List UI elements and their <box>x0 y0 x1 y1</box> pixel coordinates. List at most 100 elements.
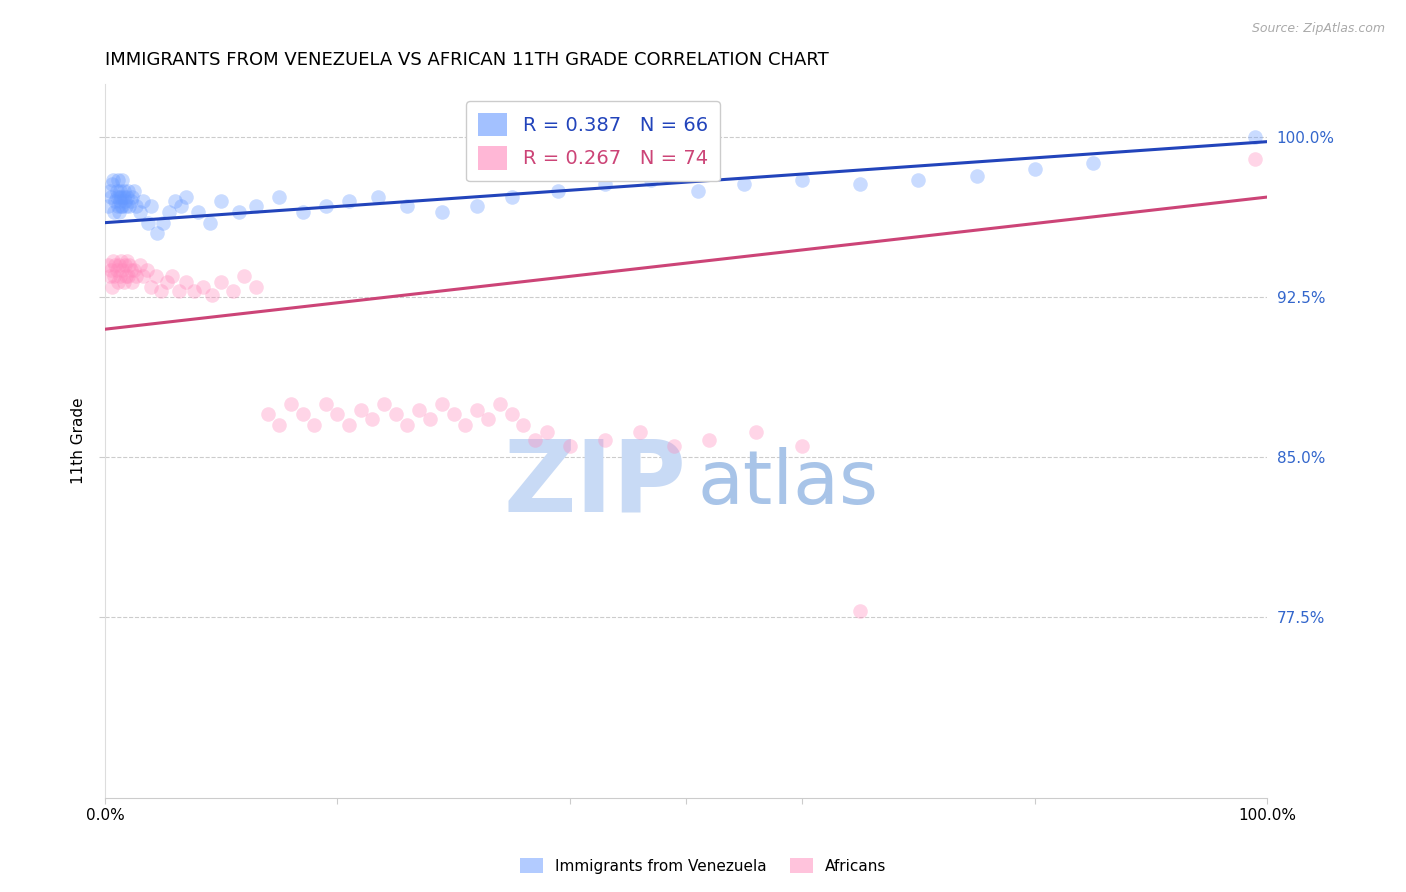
Point <box>745 425 768 439</box>
Point <box>117 268 139 283</box>
Point <box>419 411 441 425</box>
Point <box>697 433 720 447</box>
Point <box>108 268 131 283</box>
Point <box>198 216 221 230</box>
Point <box>408 403 430 417</box>
Point <box>489 397 512 411</box>
Point <box>280 397 302 411</box>
Point <box>350 403 373 417</box>
Point <box>101 279 124 293</box>
Text: IMMIGRANTS FROM VENEZUELA VS AFRICAN 11TH GRADE CORRELATION CHART: IMMIGRANTS FROM VENEZUELA VS AFRICAN 11T… <box>105 51 828 69</box>
Point <box>112 184 135 198</box>
Point <box>108 184 131 198</box>
Point <box>664 439 686 453</box>
Point <box>135 262 157 277</box>
Point <box>176 190 198 204</box>
Point <box>209 194 232 209</box>
Point <box>111 262 134 277</box>
Point <box>315 397 337 411</box>
Point <box>128 205 150 219</box>
Point <box>222 284 245 298</box>
Point <box>547 184 569 198</box>
Point <box>245 279 267 293</box>
Point <box>122 184 145 198</box>
Point <box>100 190 122 204</box>
Point <box>536 425 558 439</box>
Point <box>315 198 337 212</box>
Legend: R = 0.387   N = 66, R = 0.267   N = 74: R = 0.387 N = 66, R = 0.267 N = 74 <box>467 101 720 181</box>
Point <box>256 408 278 422</box>
Point <box>132 268 155 283</box>
Point <box>128 258 150 272</box>
Point <box>155 276 177 290</box>
Point <box>157 205 180 219</box>
Point <box>373 397 395 411</box>
Point <box>183 284 205 298</box>
Point <box>361 411 384 425</box>
Point <box>101 254 124 268</box>
Point <box>291 205 314 219</box>
Point <box>105 190 128 204</box>
Point <box>122 262 145 277</box>
Point <box>849 603 872 617</box>
Point <box>121 190 143 204</box>
Point <box>163 194 186 209</box>
Point <box>291 408 314 422</box>
Point <box>686 184 709 198</box>
Point <box>1244 130 1267 145</box>
Point <box>792 439 814 453</box>
Point <box>145 268 167 283</box>
Point <box>107 198 129 212</box>
Text: ZIP: ZIP <box>503 435 686 533</box>
Point <box>141 198 163 212</box>
Point <box>512 418 534 433</box>
Point <box>152 216 174 230</box>
Point <box>640 173 662 187</box>
Point <box>1081 156 1104 170</box>
Point <box>1024 162 1046 177</box>
Point <box>112 276 135 290</box>
Point <box>849 178 872 192</box>
Point <box>114 194 136 209</box>
Point <box>146 227 169 241</box>
Point <box>115 190 138 204</box>
Point <box>118 198 141 212</box>
Point <box>337 418 360 433</box>
Point <box>628 425 651 439</box>
Point <box>118 258 141 272</box>
Point <box>100 262 122 277</box>
Point <box>733 178 755 192</box>
Point <box>191 279 214 293</box>
Point <box>269 418 291 433</box>
Point <box>108 258 131 272</box>
Point <box>477 411 499 425</box>
Point <box>103 268 125 283</box>
Legend: Immigrants from Venezuela, Africans: Immigrants from Venezuela, Africans <box>513 852 893 880</box>
Point <box>125 198 148 212</box>
Point <box>465 403 488 417</box>
Point <box>176 276 198 290</box>
Point <box>103 205 125 219</box>
Point <box>115 254 138 268</box>
Point <box>110 190 132 204</box>
Point <box>430 205 453 219</box>
Point <box>454 418 477 433</box>
Point <box>120 194 142 209</box>
Point <box>104 258 127 272</box>
Point <box>136 216 159 230</box>
Point <box>187 205 209 219</box>
Point <box>110 254 132 268</box>
Point <box>367 190 389 204</box>
Point <box>132 194 155 209</box>
Point <box>593 433 616 447</box>
Point <box>120 262 142 277</box>
Point <box>209 276 232 290</box>
Text: Source: ZipAtlas.com: Source: ZipAtlas.com <box>1251 22 1385 36</box>
Point <box>966 169 988 183</box>
Point <box>114 258 136 272</box>
Point <box>233 268 256 283</box>
Point <box>443 408 465 422</box>
Point <box>98 268 121 283</box>
Point <box>108 205 131 219</box>
Point <box>110 198 132 212</box>
